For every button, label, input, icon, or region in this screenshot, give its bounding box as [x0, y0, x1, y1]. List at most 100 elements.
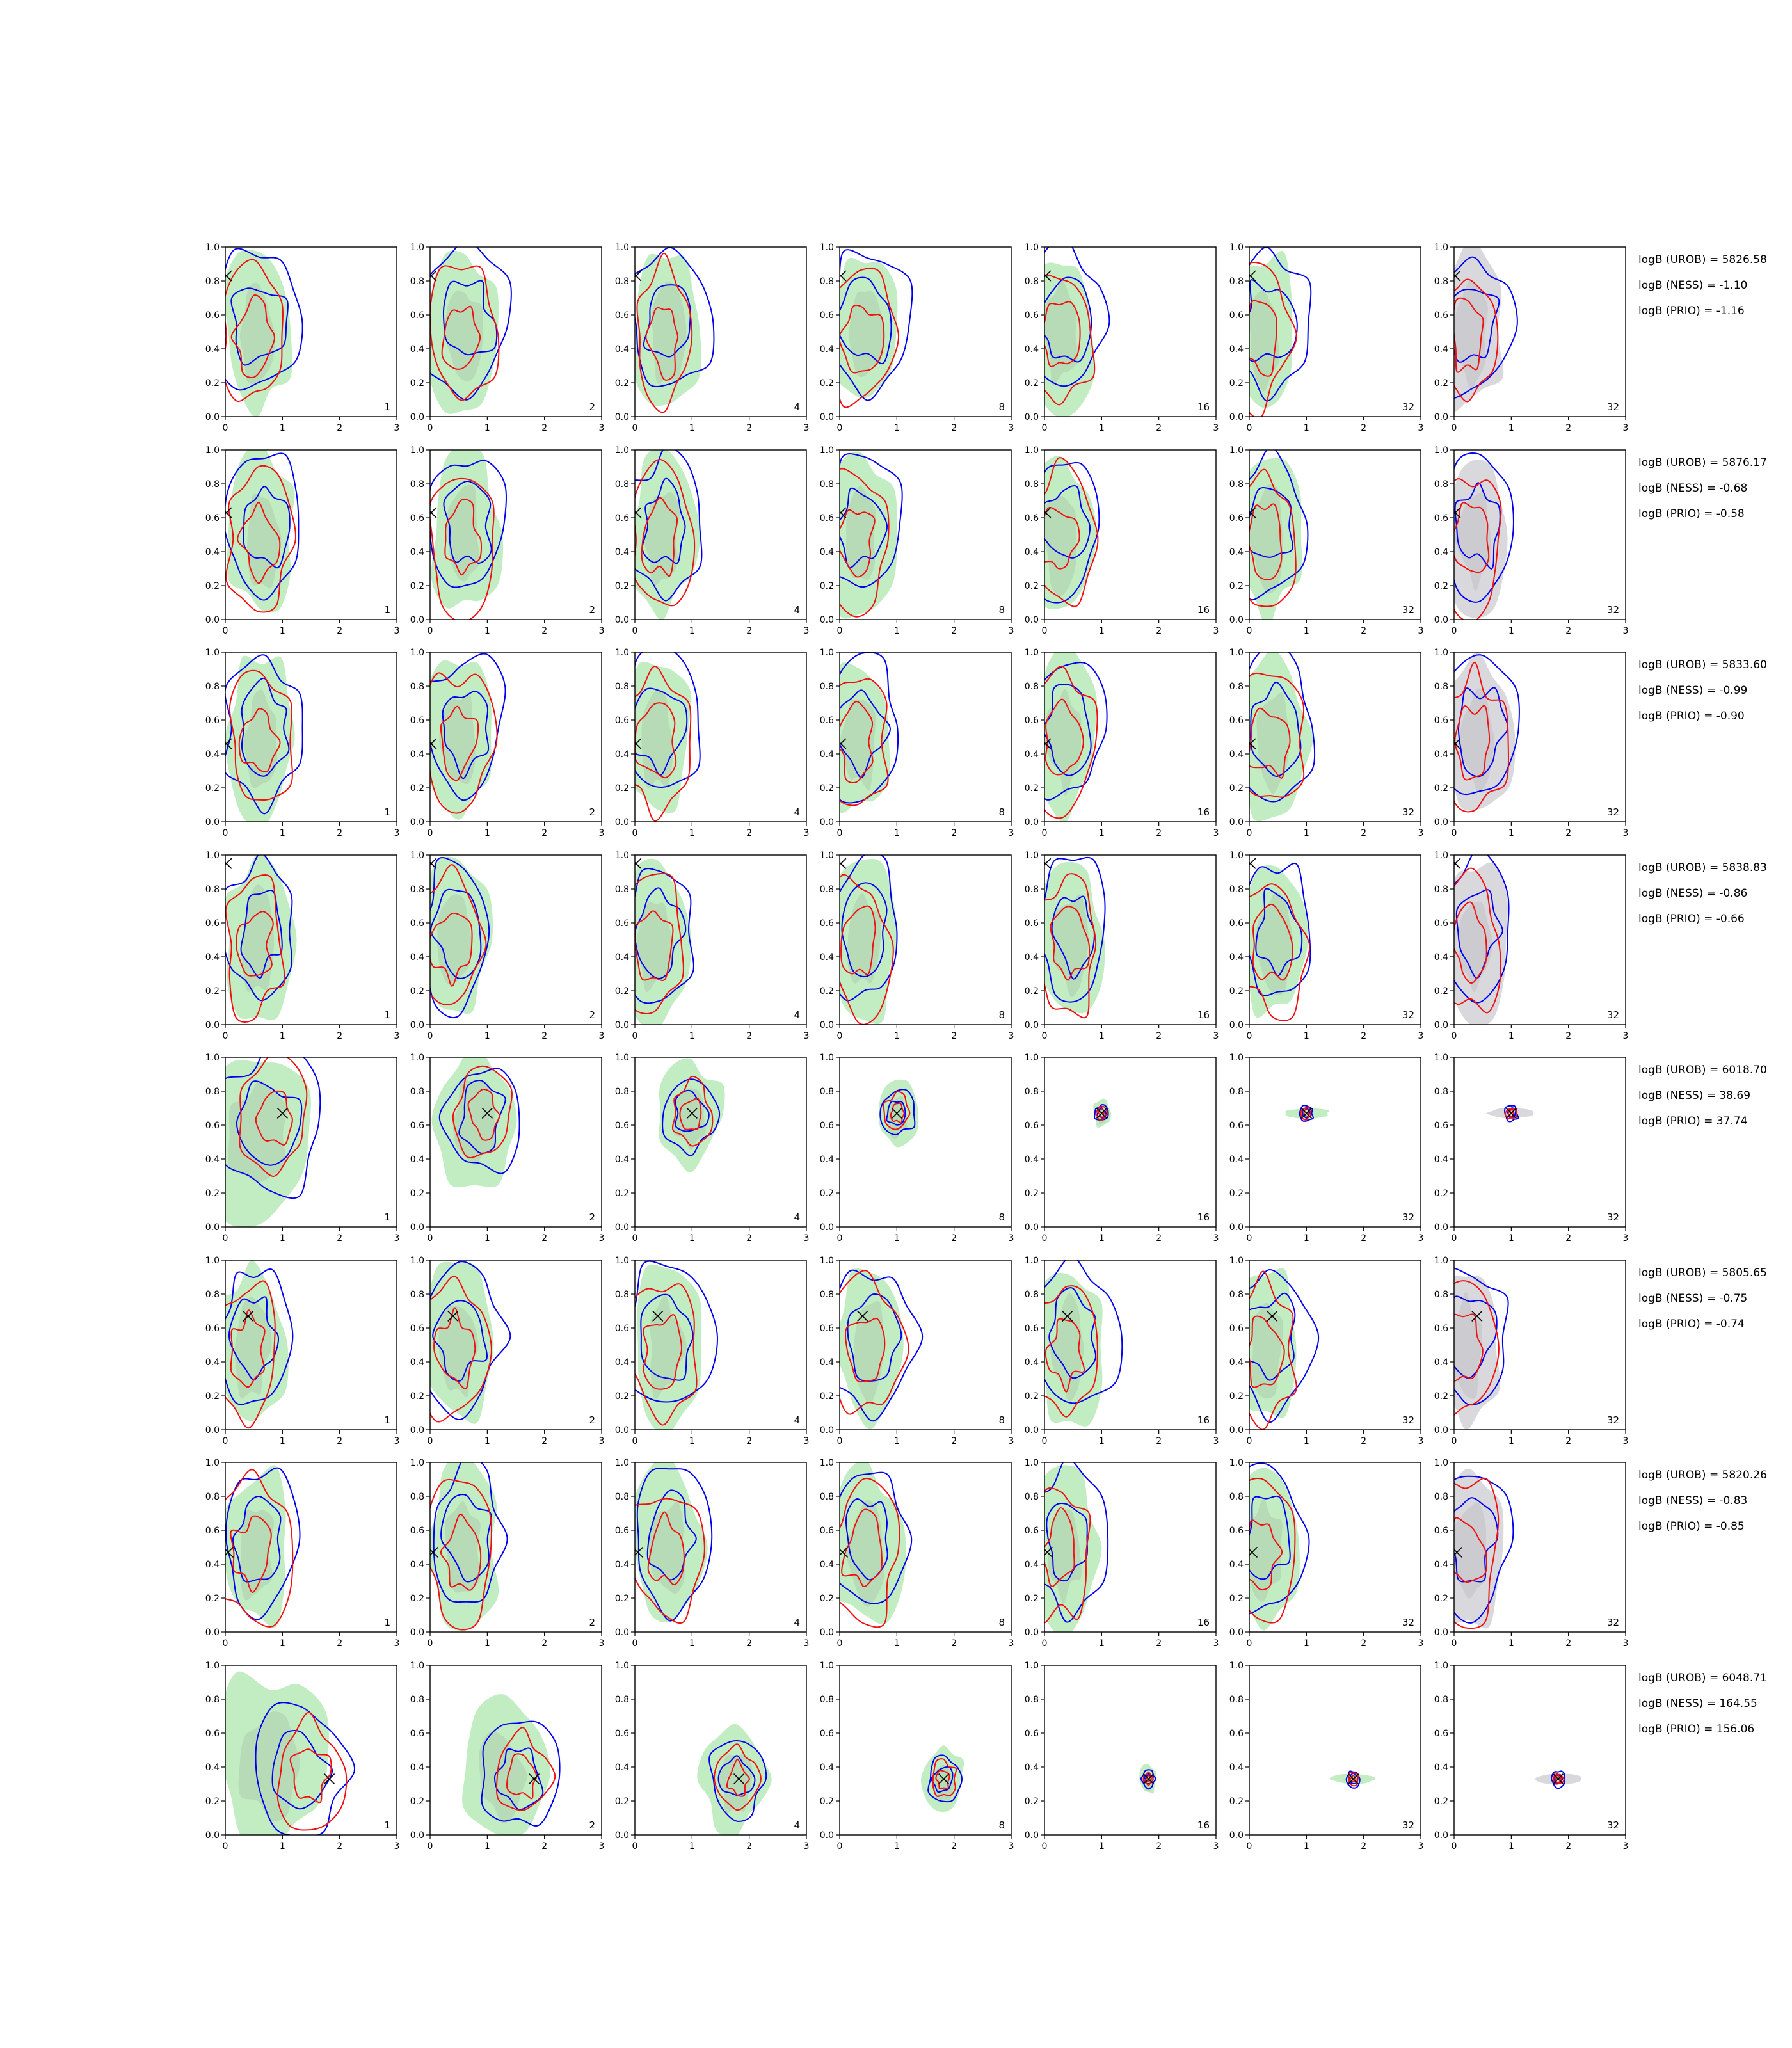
x-tick-label: 3 [1418, 626, 1424, 636]
y-tick-label: 0.0 [1025, 1628, 1039, 1638]
y-tick-label: 0.0 [1025, 615, 1039, 625]
y-tick-label: 0.0 [820, 1628, 834, 1638]
y-tick-label: 0.2 [1434, 1391, 1448, 1402]
x-tick-label: 3 [1623, 1638, 1629, 1649]
x-tick-label: 2 [746, 1233, 752, 1244]
contour-red-outer [1249, 1270, 1297, 1430]
x-tick-label: 1 [1304, 1841, 1309, 1852]
x-tick-label: 3 [1009, 423, 1014, 433]
y-tick-label: 1.0 [820, 1458, 834, 1468]
contour-blue-inner [430, 888, 482, 979]
contour-red-inner [645, 307, 679, 381]
credible-region-inner [1454, 1502, 1487, 1599]
y-tick-label: 0.0 [410, 817, 424, 828]
x-tick-label: 3 [1009, 1233, 1014, 1244]
x-tick-label: 1 [1508, 1638, 1514, 1649]
true-value-marker [840, 858, 847, 869]
y-tick-label: 0.2 [615, 378, 629, 388]
axes-frame [1249, 246, 1421, 417]
panel-r3-c6: 0 1 2 3 0.0 0.2 0.4 0.6 0.8 1.0 32 [1229, 648, 1424, 838]
x-tick-label: 3 [1213, 1638, 1219, 1649]
contour-red-inner [1454, 502, 1490, 573]
contour-blue-inner [717, 1755, 756, 1796]
true-value-marker [1249, 1546, 1258, 1558]
panel-density [1044, 1462, 1109, 1632]
y-tick-label: 0.2 [1025, 783, 1039, 794]
true-value-marker [635, 738, 642, 749]
panel-density [1454, 855, 1510, 1025]
y-tick-label: 0.6 [410, 716, 424, 726]
logb-annotations-row-6: logB (UROB) = 5805.65 logB (NESS) = -0.75… [1638, 1267, 1767, 1331]
contour-red-outer [225, 874, 285, 1023]
y-tick-label: 0.2 [1025, 378, 1039, 388]
contour-red-outer [635, 458, 696, 607]
y-tick-label: 1.0 [820, 1053, 834, 1063]
contour-red-outer [239, 1057, 308, 1177]
x-tick-label: 0 [632, 1638, 638, 1649]
axes-frame [225, 1665, 397, 1836]
x-tick-label: 2 [1565, 1841, 1571, 1852]
y-tick-label: 0.4 [205, 344, 220, 355]
y-tick-label: 0.6 [205, 1729, 220, 1739]
x-tick-label: 2 [951, 1031, 957, 1041]
contour-red-inner [238, 708, 281, 772]
true-value-marker [324, 1773, 335, 1785]
x-tick-label: 3 [394, 1233, 400, 1244]
x-tick-label: 0 [1247, 828, 1252, 838]
logb-value: logB (NESS) = -0.75 [1638, 1292, 1747, 1305]
x-tick-label: 0 [1247, 1841, 1252, 1852]
contour-blue-inner [240, 889, 283, 979]
x-tick-label: 0 [837, 1436, 843, 1446]
y-tick-label: 0.0 [410, 1628, 424, 1638]
panel-label: 32 [1607, 604, 1619, 616]
contour-blue-inner [840, 276, 892, 365]
panel-density [1139, 1764, 1157, 1794]
x-tick-label: 2 [1565, 1031, 1571, 1041]
contour-red-outer [276, 1711, 348, 1831]
x-tick-label: 1 [484, 423, 490, 433]
y-tick-label: 0.6 [205, 1121, 220, 1131]
y-tick-label: 0.8 [615, 276, 629, 287]
panel-r3-c3: 0 1 2 3 0.0 0.2 0.4 0.6 0.8 1.0 4 [615, 648, 810, 838]
y-tick-label: 1.0 [615, 445, 629, 456]
credible-region-inner [444, 1501, 481, 1593]
y-tick-label: 1.0 [410, 648, 424, 658]
y-tick-label: 0.0 [1229, 615, 1244, 625]
y-tick-label: 0.4 [1434, 1560, 1448, 1570]
y-tick-label: 0.6 [1229, 716, 1244, 726]
x-tick-label: 3 [804, 1233, 810, 1244]
contour-blue-outer [225, 855, 293, 1002]
x-tick-label: 0 [223, 1638, 228, 1649]
y-tick-label: 0.8 [410, 682, 424, 692]
y-tick-label: 0.8 [205, 276, 220, 287]
contour-blue-outer [225, 654, 303, 815]
panel-label: 2 [589, 1414, 595, 1426]
axes-frame [634, 1665, 807, 1836]
y-tick-label: 0.4 [820, 1357, 834, 1368]
credible-region-inner [1459, 901, 1493, 993]
y-tick-label: 1.0 [615, 1256, 629, 1266]
contour-red-inner [440, 1513, 482, 1591]
x-tick-label: 2 [541, 1031, 547, 1041]
contour-blue-inner [1454, 288, 1500, 363]
x-tick-label: 2 [746, 423, 752, 433]
y-tick-label: 0.4 [410, 1763, 424, 1773]
axes-frame [429, 1057, 602, 1228]
logb-value: logB (PRIO) = -0.66 [1638, 913, 1745, 925]
y-tick-label: 1.0 [820, 445, 834, 456]
y-tick-label: 0.0 [1434, 412, 1448, 422]
x-tick-label: 0 [223, 423, 228, 433]
credible-region-inner [650, 1295, 687, 1400]
x-tick-label: 1 [689, 626, 695, 636]
panel-label: 32 [1607, 1009, 1619, 1021]
panel-label: 2 [589, 806, 595, 818]
contour-red-inner [440, 705, 479, 781]
y-tick-label: 1.0 [1025, 648, 1039, 658]
x-tick-label: 1 [1099, 1436, 1105, 1446]
x-tick-label: 1 [484, 1436, 490, 1446]
y-tick-label: 0.4 [410, 749, 424, 760]
panel-label: 4 [794, 604, 800, 616]
contour-red-outer [1504, 1107, 1517, 1120]
panel-label: 32 [1402, 806, 1414, 818]
panel-density [635, 247, 715, 413]
